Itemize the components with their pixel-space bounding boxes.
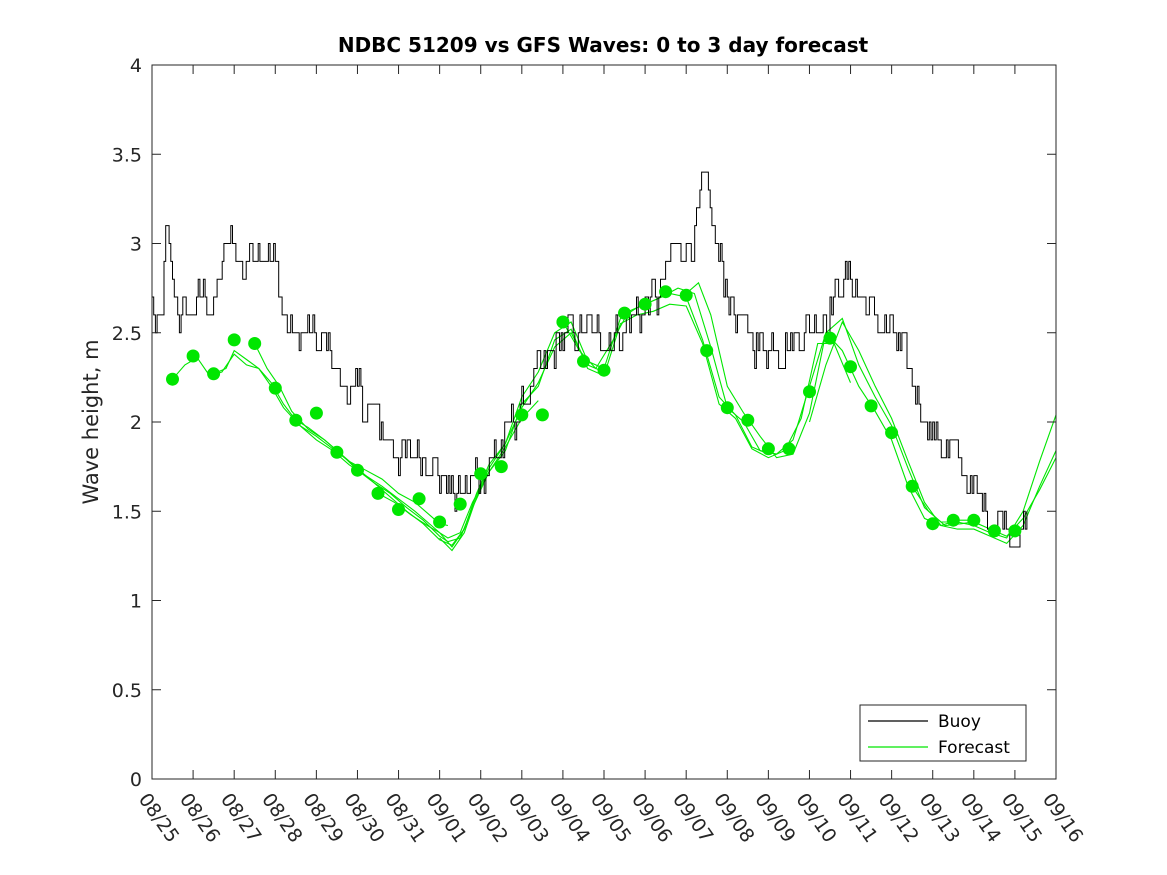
y-tick-label: 3.5 <box>112 144 142 166</box>
forecast-point <box>433 515 447 529</box>
y-tick-label: 0 <box>130 769 142 791</box>
forecast-point <box>412 492 426 506</box>
y-tick-label: 2.5 <box>112 323 142 345</box>
forecast-point <box>515 408 529 422</box>
forecast-point <box>885 426 899 440</box>
forecast-point <box>946 513 960 527</box>
x-tick-label: 09/11 <box>832 789 881 846</box>
forecast-point <box>700 344 714 358</box>
y-tick-label: 1 <box>130 591 142 613</box>
forecast-point <box>556 315 570 329</box>
x-tick-label: 08/30 <box>339 789 388 846</box>
forecast-point <box>659 285 673 299</box>
x-tick-label: 09/09 <box>750 789 799 846</box>
x-tick-label: 09/13 <box>915 789 964 846</box>
y-tick-label: 4 <box>130 55 142 77</box>
forecast-point <box>823 331 837 345</box>
x-tick-label: 09/14 <box>956 789 1005 846</box>
y-tick-label: 1.5 <box>112 501 142 523</box>
x-tick-label: 09/02 <box>463 789 512 846</box>
x-tick-label: 09/01 <box>422 789 471 846</box>
forecast-point <box>207 367 221 381</box>
y-tick-label: 0.5 <box>112 680 142 702</box>
x-tick-label: 09/05 <box>586 789 635 846</box>
forecast-point <box>782 442 796 456</box>
x-tick-label: 08/28 <box>257 789 306 846</box>
forecast-point <box>494 460 508 474</box>
forecast-point <box>351 463 364 477</box>
forecast-point <box>618 306 631 320</box>
forecast-point <box>248 337 262 350</box>
x-tick-label: 09/03 <box>504 789 553 846</box>
x-tick-label: 08/25 <box>134 789 183 846</box>
forecast-point <box>371 486 385 500</box>
forecast-point <box>577 354 590 368</box>
forecast-point <box>720 401 734 415</box>
forecast-line-10 <box>911 457 1057 537</box>
x-tick-label: 09/16 <box>1038 789 1087 846</box>
x-tick-label: 09/15 <box>997 789 1046 846</box>
legend-forecast-label: Forecast <box>938 738 1010 758</box>
plot-area <box>152 65 1056 779</box>
forecast-point <box>741 413 755 427</box>
forecast-point <box>638 297 652 311</box>
x-tick-label: 09/07 <box>668 789 717 846</box>
x-tick-label: 08/26 <box>175 789 224 846</box>
legend-box <box>859 704 1027 762</box>
x-tick-label: 09/04 <box>545 789 594 846</box>
y-axis-label: Wave height, m <box>79 339 103 504</box>
forecast-point <box>330 445 344 459</box>
forecast-line-4 <box>295 331 605 546</box>
y-tick-label: 2 <box>130 412 142 434</box>
forecast-point <box>186 349 200 363</box>
forecast-point <box>309 406 323 420</box>
forecast-point <box>761 442 775 456</box>
x-tick-label: 09/08 <box>709 789 758 846</box>
x-tick-label: 08/29 <box>298 789 347 846</box>
buoy-line <box>152 171 1028 548</box>
x-tick-label: 09/06 <box>627 789 676 846</box>
x-tick-label: 08/31 <box>380 789 429 846</box>
forecast-point <box>987 524 1001 538</box>
forecast-point <box>864 399 878 413</box>
forecast-point <box>597 363 611 377</box>
forecast-point <box>967 513 981 527</box>
x-tick-label: 09/12 <box>874 789 923 846</box>
forecast-point <box>474 467 488 481</box>
x-tick-label: 08/27 <box>216 789 265 846</box>
forecast-point <box>679 288 693 302</box>
forecast-point <box>844 360 857 374</box>
forecast-point <box>289 413 303 427</box>
forecast-point <box>392 503 405 516</box>
x-tick-label: 09/10 <box>791 789 840 846</box>
forecast-point <box>1008 524 1022 538</box>
forecast-point <box>926 517 940 531</box>
forecast-point <box>166 372 179 386</box>
forecast-point <box>803 385 816 399</box>
chart-title: NDBC 51209 vs GFS Waves: 0 to 3 day fore… <box>338 33 869 57</box>
forecast-point <box>268 381 282 395</box>
forecast-line-2 <box>213 349 490 539</box>
forecast-point <box>535 408 549 422</box>
forecast-point <box>453 497 467 511</box>
y-tick-label: 3 <box>130 234 142 256</box>
forecast-point <box>905 479 919 493</box>
legend: Buoy Forecast <box>859 704 1027 762</box>
legend-buoy-label: Buoy <box>938 712 981 732</box>
forecast-point <box>227 333 241 347</box>
